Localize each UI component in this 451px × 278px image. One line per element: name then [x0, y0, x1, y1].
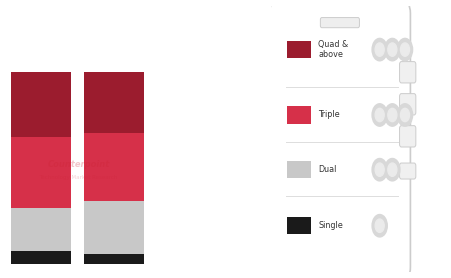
Bar [84, 133, 143, 201]
Circle shape [371, 215, 387, 237]
Text: Single: Single [318, 221, 342, 230]
FancyBboxPatch shape [399, 163, 415, 179]
Circle shape [400, 108, 409, 122]
Circle shape [387, 43, 396, 56]
Bar [11, 137, 70, 208]
FancyBboxPatch shape [399, 126, 415, 147]
Circle shape [384, 104, 399, 126]
Text: Quad &
above: Quad & above [318, 40, 348, 59]
Text: Dual: Dual [318, 165, 336, 174]
Circle shape [371, 104, 387, 126]
Circle shape [374, 219, 383, 232]
FancyBboxPatch shape [399, 94, 415, 115]
Text: H1 2022: H1 2022 [20, 277, 61, 278]
FancyBboxPatch shape [269, 0, 410, 278]
Circle shape [384, 158, 399, 181]
Text: Triple: Triple [318, 110, 339, 120]
Bar [84, 72, 143, 133]
Bar [11, 208, 70, 251]
Text: H1 2023: H1 2023 [93, 277, 134, 278]
Circle shape [374, 108, 383, 122]
Bar [84, 254, 143, 264]
FancyBboxPatch shape [287, 41, 310, 58]
Circle shape [374, 43, 383, 56]
FancyBboxPatch shape [287, 161, 310, 178]
Circle shape [400, 43, 409, 56]
Text: Technology Market Research: Technology Market Research [39, 175, 118, 180]
Circle shape [384, 38, 399, 61]
Bar [11, 72, 70, 137]
Circle shape [387, 108, 396, 122]
Circle shape [387, 163, 396, 176]
FancyBboxPatch shape [287, 106, 310, 124]
FancyBboxPatch shape [399, 62, 415, 83]
FancyBboxPatch shape [287, 217, 310, 234]
Circle shape [374, 163, 383, 176]
Text: Counterpoint: Counterpoint [47, 160, 110, 168]
Circle shape [371, 158, 387, 181]
Circle shape [396, 104, 412, 126]
FancyBboxPatch shape [320, 18, 359, 28]
Bar [84, 201, 143, 254]
Circle shape [371, 38, 387, 61]
Bar [11, 251, 70, 264]
Circle shape [396, 38, 412, 61]
